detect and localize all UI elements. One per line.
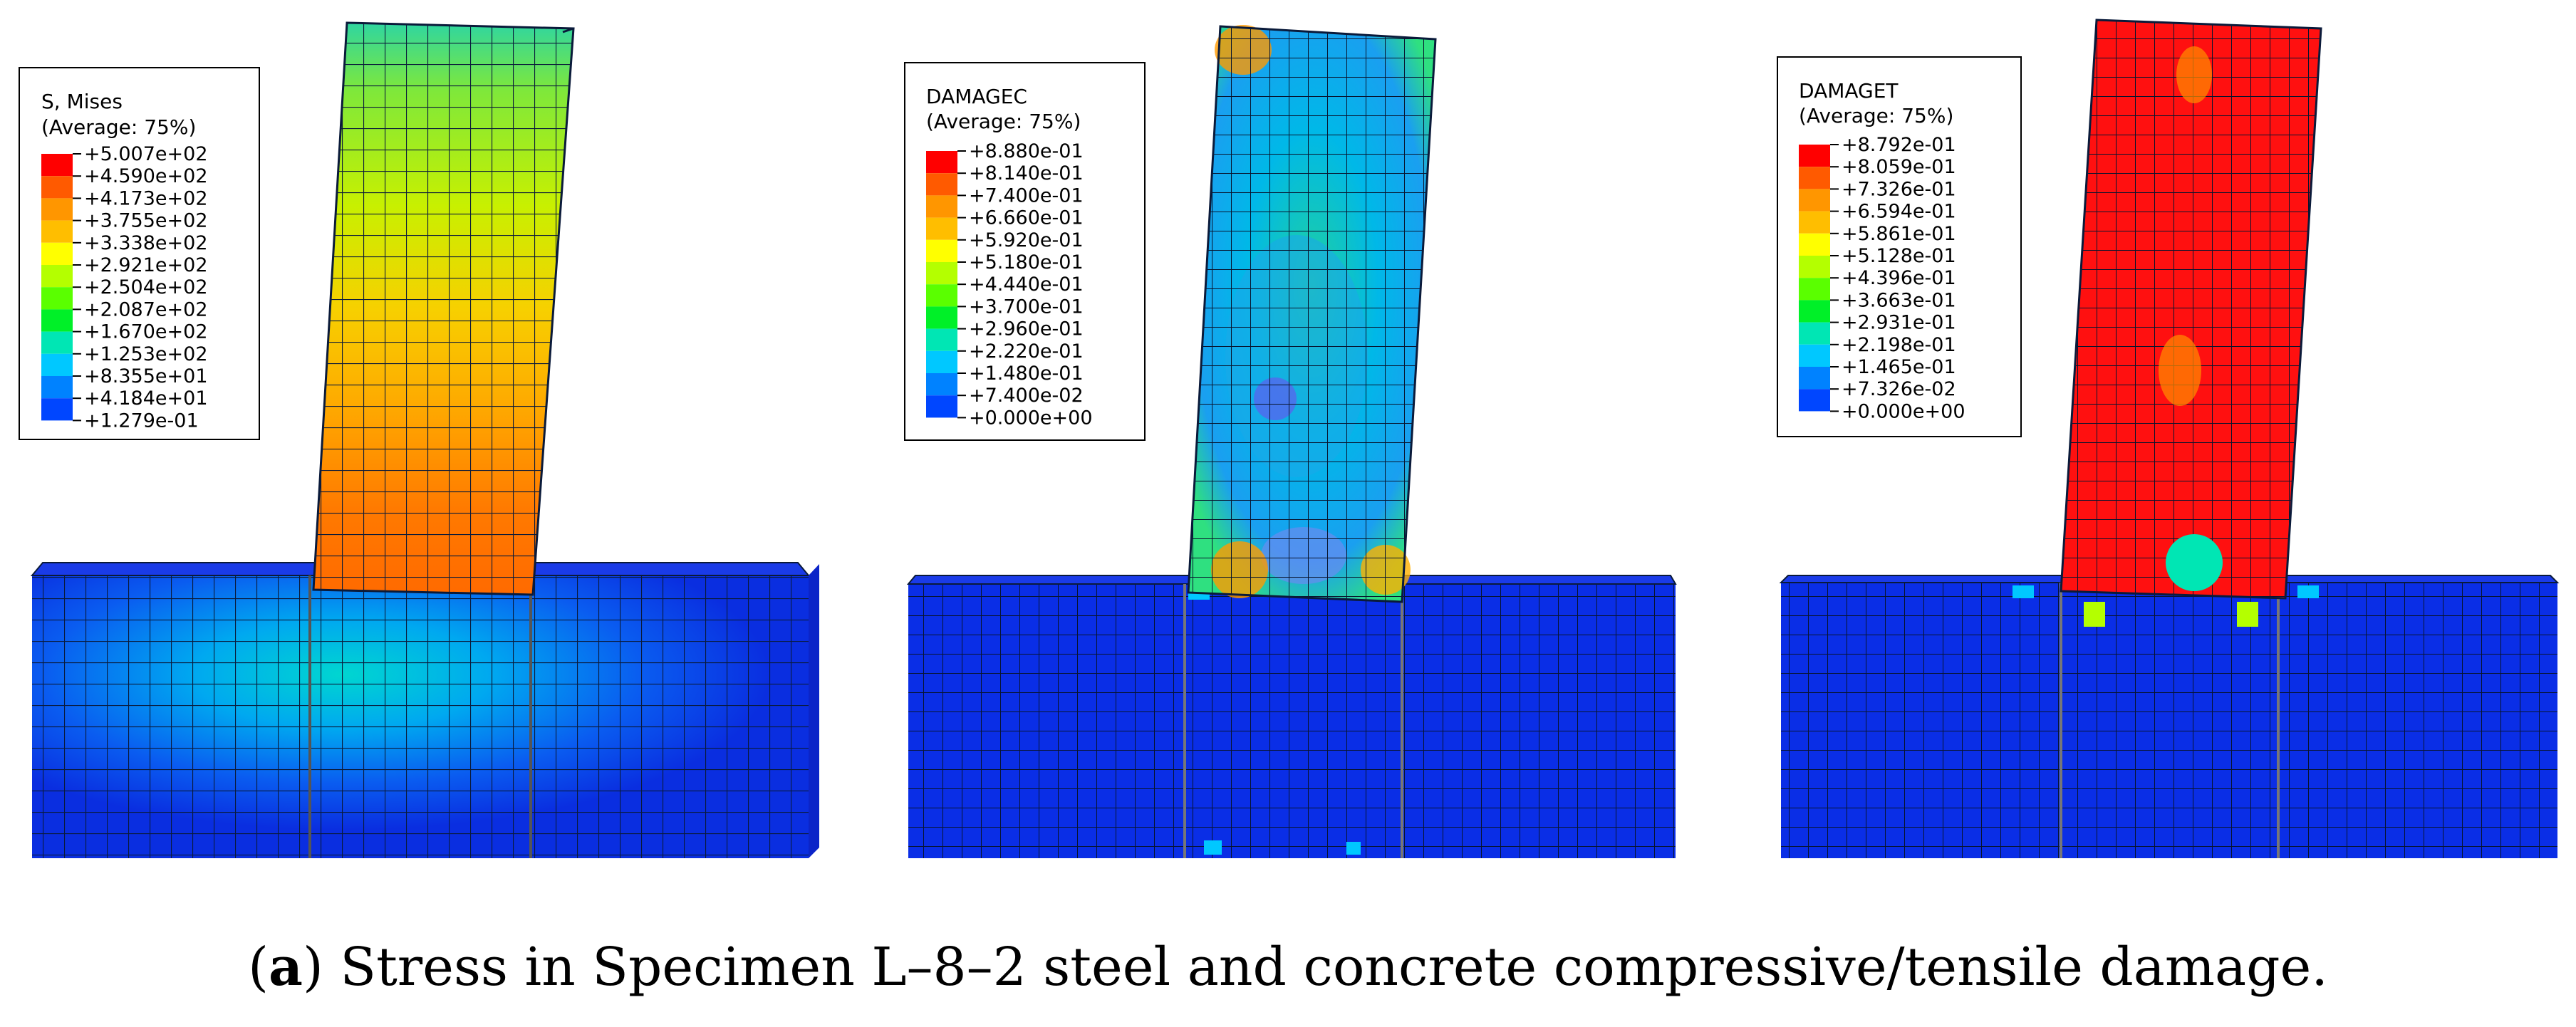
legend-swatch <box>1799 278 1830 301</box>
legend-swatch <box>926 284 957 307</box>
legend-swatch <box>926 262 957 285</box>
legend-swatch <box>926 195 957 218</box>
legend-value: +8.059e-01 <box>1842 156 1956 178</box>
legend-value: +5.180e-01 <box>969 251 1084 273</box>
legend-swatch <box>41 353 73 376</box>
legend-value: +7.326e-01 <box>1842 178 1956 200</box>
legend-swatch <box>926 239 957 262</box>
legend-swatch <box>41 398 73 421</box>
legend-value: +1.670e+02 <box>84 321 208 343</box>
legend-value: +2.504e+02 <box>84 276 208 298</box>
legend-swatch <box>41 198 73 221</box>
legend-subtitle: (Average: 75%) <box>1799 104 1953 127</box>
legend-value: +3.663e-01 <box>1842 289 1956 311</box>
legend-value: +0.000e+00 <box>969 407 1093 429</box>
legend-value: +1.253e+02 <box>84 343 208 365</box>
legend-swatch <box>1799 189 1830 212</box>
legend-value: +4.173e+02 <box>84 187 208 209</box>
legend-swatch <box>926 217 957 240</box>
legend-damagec: DAMAGEC (Average: 75%) +8.880e-01+8.140e… <box>904 62 1146 441</box>
legend-value: +4.440e-01 <box>969 273 1084 296</box>
legend-stress: S, Mises (Average: 75%) +5.007e+02+4.590… <box>19 67 260 440</box>
legend-swatch <box>41 220 73 243</box>
column-damagec <box>1187 25 1437 603</box>
legend-swatch <box>41 242 73 265</box>
legend-title: DAMAGEC <box>926 85 1027 108</box>
legend-value: +2.220e-01 <box>969 340 1084 363</box>
legend-swatch <box>926 328 957 351</box>
legend-swatch <box>1799 211 1830 234</box>
legend-swatch <box>1799 344 1830 367</box>
legend-value: +2.198e-01 <box>1842 334 1956 356</box>
legend-value: +7.400e-02 <box>969 385 1084 407</box>
legend-swatch <box>1799 233 1830 256</box>
legend-swatch <box>41 287 73 310</box>
legend-value: +5.920e-01 <box>969 229 1084 251</box>
legend-value: +1.279e-01 <box>84 410 199 432</box>
legend-value: +2.087e+02 <box>84 298 208 320</box>
legend-swatch <box>41 309 73 332</box>
legend-value: +7.326e-02 <box>1842 378 1956 400</box>
legend-value: +5.007e+02 <box>84 143 208 165</box>
legend-value: +5.861e-01 <box>1842 223 1956 245</box>
legend-value: +1.465e-01 <box>1842 356 1956 378</box>
legend-value: +0.000e+00 <box>1842 400 1965 422</box>
legend-value: +4.396e-01 <box>1842 267 1956 289</box>
legend-value: +2.931e-01 <box>1842 312 1956 334</box>
legend-swatch <box>926 350 957 373</box>
legend-value: +3.338e+02 <box>84 232 208 254</box>
column-damaget <box>2060 19 2322 600</box>
legend-value: +7.400e-01 <box>969 184 1084 207</box>
legend-damaget: DAMAGET (Average: 75%) +8.792e-01+8.059e… <box>1777 56 2022 437</box>
legend-swatch <box>926 395 957 418</box>
legend-value: +6.660e-01 <box>969 207 1084 229</box>
legend-value: +3.755e+02 <box>84 210 208 232</box>
base-block-stress <box>30 562 819 858</box>
legend-value: +1.480e-01 <box>969 363 1084 385</box>
legend-value: +6.594e-01 <box>1842 201 1956 223</box>
legend-swatch <box>1799 322 1830 345</box>
base-block-damaget <box>1779 575 2560 858</box>
legend-swatch <box>41 265 73 288</box>
legend-swatch <box>41 331 73 354</box>
legend-subtitle: (Average: 75%) <box>926 110 1081 133</box>
legend-swatch <box>1799 300 1830 323</box>
legend-value: +2.960e-01 <box>969 318 1084 340</box>
column-stress <box>312 21 575 596</box>
legend-swatch <box>1799 367 1830 390</box>
legend-value: +2.921e+02 <box>84 254 208 276</box>
legend-value: +3.700e-01 <box>969 296 1084 318</box>
legend-swatch <box>926 151 957 174</box>
legend-value: +4.590e+02 <box>84 165 208 187</box>
legend-value: +4.184e+01 <box>84 387 208 410</box>
legend-swatch <box>1799 145 1830 167</box>
legend-swatch <box>41 176 73 199</box>
legend-swatch <box>1799 256 1830 278</box>
figure-caption: (a) Stress in Specimen L–8–2 steel and c… <box>248 937 2328 998</box>
legend-swatch <box>41 154 73 177</box>
legend-value: +5.128e-01 <box>1842 245 1956 267</box>
legend-value: +8.355e+01 <box>84 365 208 387</box>
legend-swatch <box>1799 389 1830 412</box>
legend-swatch <box>1799 167 1830 189</box>
legend-title: DAMAGET <box>1799 79 1899 103</box>
legend-swatch <box>926 373 957 396</box>
base-block-damagec <box>906 575 1677 858</box>
caption-text: Stress in Specimen L–8–2 steel and concr… <box>340 937 2328 998</box>
panel-stress: S, Mises (Average: 75%) +5.007e+02+4.590… <box>19 21 819 858</box>
panel-damaget: DAMAGET (Average: 75%) +8.792e-01+8.059e… <box>1777 19 2560 858</box>
legend-swatch <box>41 376 73 399</box>
legend-value: +8.140e-01 <box>969 162 1084 184</box>
legend-title: S, Mises <box>41 90 123 113</box>
legend-subtitle: (Average: 75%) <box>41 115 196 139</box>
legend-swatch <box>926 173 957 196</box>
caption-label: a <box>269 937 303 998</box>
legend-value: +8.880e-01 <box>969 140 1084 162</box>
legend-swatch <box>926 306 957 329</box>
legend-value: +8.792e-01 <box>1842 134 1956 156</box>
panel-damagec: DAMAGEC (Average: 75%) +8.880e-01+8.140e… <box>904 25 1677 858</box>
